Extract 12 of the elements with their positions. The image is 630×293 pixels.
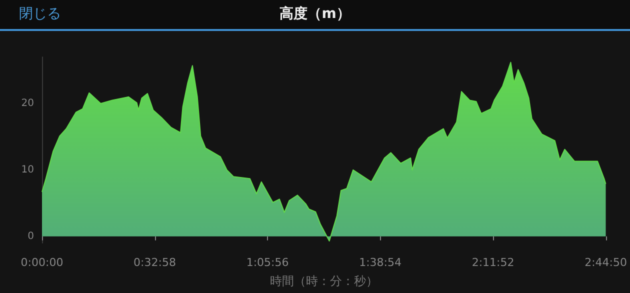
chart-title: 高度（m） xyxy=(280,6,350,22)
x-axis-title: 時間（時：分：秒） xyxy=(270,274,378,288)
x-tick-label: 1:05:56 xyxy=(246,256,289,269)
x-tick-label: 0:00:00 xyxy=(20,256,64,269)
x-tick-label: 2:44:50 xyxy=(584,256,627,269)
y-tick-label: 0 xyxy=(28,230,34,242)
y-tick-label: 20 xyxy=(21,98,34,109)
x-tick-label: 1:38:54 xyxy=(359,256,402,269)
x-tick-label: 2:11:52 xyxy=(472,256,514,269)
x-tick-label: 0:32:58 xyxy=(134,256,176,269)
y-tick-label: 10 xyxy=(21,164,34,176)
text: 閉じる xyxy=(19,5,61,23)
